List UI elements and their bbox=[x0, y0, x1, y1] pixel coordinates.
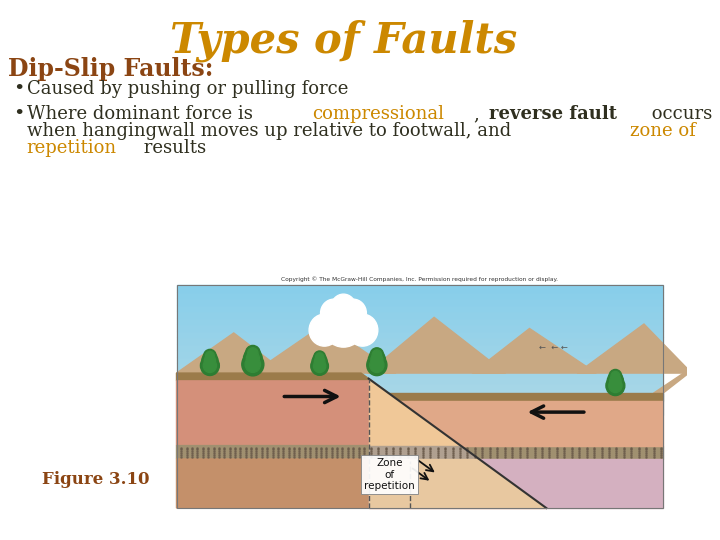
Circle shape bbox=[312, 354, 327, 369]
Text: Caused by pushing or pulling force: Caused by pushing or pulling force bbox=[27, 80, 348, 98]
Text: results: results bbox=[138, 139, 206, 157]
Bar bbox=[176, 305, 663, 311]
Circle shape bbox=[313, 360, 325, 373]
Circle shape bbox=[203, 359, 217, 373]
Text: Zone
of
repetition: Zone of repetition bbox=[364, 458, 415, 491]
Circle shape bbox=[340, 299, 366, 327]
Bar bbox=[318, 364, 321, 373]
Bar bbox=[176, 389, 663, 395]
Polygon shape bbox=[253, 324, 396, 373]
Circle shape bbox=[246, 346, 260, 361]
Circle shape bbox=[370, 357, 384, 373]
Text: Copyright © The McGraw-Hill Companies, Inc. Permission required for reproduction: Copyright © The McGraw-Hill Companies, I… bbox=[282, 276, 558, 282]
Text: Dip-Slip Faults:: Dip-Slip Faults: bbox=[8, 57, 213, 81]
Text: ,: , bbox=[474, 105, 486, 123]
Circle shape bbox=[200, 356, 220, 375]
Polygon shape bbox=[176, 459, 546, 508]
Bar bbox=[176, 337, 663, 343]
Circle shape bbox=[369, 350, 385, 369]
Circle shape bbox=[315, 353, 324, 361]
Text: zone of: zone of bbox=[630, 122, 696, 140]
Polygon shape bbox=[176, 446, 479, 459]
Bar bbox=[176, 298, 663, 305]
Polygon shape bbox=[176, 333, 287, 373]
Circle shape bbox=[245, 356, 261, 373]
Polygon shape bbox=[176, 381, 461, 446]
Circle shape bbox=[366, 355, 387, 376]
Bar bbox=[176, 369, 663, 376]
Circle shape bbox=[331, 294, 356, 320]
Polygon shape bbox=[369, 459, 546, 508]
Bar bbox=[176, 402, 663, 408]
Bar bbox=[209, 364, 211, 373]
Bar bbox=[176, 292, 663, 298]
Text: when hangingwall moves up relative to footwall, and: when hangingwall moves up relative to fo… bbox=[27, 122, 517, 140]
Circle shape bbox=[320, 299, 347, 327]
Circle shape bbox=[372, 350, 382, 360]
Circle shape bbox=[202, 352, 218, 369]
Bar bbox=[176, 395, 663, 402]
Circle shape bbox=[606, 376, 625, 396]
Bar bbox=[176, 376, 663, 382]
Circle shape bbox=[242, 353, 264, 376]
Text: compressional: compressional bbox=[312, 105, 444, 123]
Text: occurs: occurs bbox=[646, 105, 712, 123]
Bar bbox=[176, 318, 663, 324]
Bar bbox=[176, 285, 663, 292]
Polygon shape bbox=[369, 401, 663, 445]
Circle shape bbox=[243, 349, 262, 368]
Text: Where dominant force is: Where dominant force is bbox=[27, 105, 258, 123]
Circle shape bbox=[611, 372, 620, 381]
Polygon shape bbox=[369, 393, 663, 401]
Circle shape bbox=[204, 349, 216, 362]
Circle shape bbox=[608, 379, 622, 393]
Circle shape bbox=[315, 356, 325, 367]
Circle shape bbox=[309, 314, 340, 346]
Circle shape bbox=[347, 314, 378, 346]
Bar bbox=[176, 330, 663, 337]
Polygon shape bbox=[654, 348, 720, 393]
Circle shape bbox=[248, 348, 258, 359]
Bar bbox=[176, 285, 663, 508]
Circle shape bbox=[205, 352, 215, 361]
Polygon shape bbox=[472, 328, 596, 373]
Circle shape bbox=[314, 351, 325, 363]
Circle shape bbox=[608, 372, 624, 389]
Text: Figure 3.10: Figure 3.10 bbox=[42, 471, 149, 489]
Text: Types of Faults: Types of Faults bbox=[170, 20, 517, 63]
Polygon shape bbox=[577, 324, 692, 373]
Circle shape bbox=[323, 303, 364, 347]
Text: •: • bbox=[14, 105, 24, 123]
Polygon shape bbox=[369, 446, 663, 459]
Circle shape bbox=[246, 352, 259, 365]
Circle shape bbox=[204, 355, 215, 366]
Polygon shape bbox=[367, 318, 505, 373]
Circle shape bbox=[371, 353, 383, 366]
Circle shape bbox=[311, 357, 328, 375]
Bar bbox=[376, 363, 378, 373]
Bar bbox=[251, 362, 254, 373]
Text: reverse fault: reverse fault bbox=[488, 105, 616, 123]
Circle shape bbox=[609, 369, 621, 383]
Bar bbox=[176, 324, 663, 330]
Bar bbox=[176, 408, 663, 415]
Bar bbox=[176, 363, 663, 369]
Circle shape bbox=[370, 348, 384, 362]
Bar bbox=[614, 384, 616, 393]
Bar bbox=[176, 356, 663, 363]
Bar bbox=[176, 350, 663, 356]
Text: ←  ← ←: ← ← ← bbox=[539, 343, 568, 352]
Bar bbox=[176, 382, 663, 389]
Polygon shape bbox=[369, 459, 663, 508]
Polygon shape bbox=[369, 379, 461, 445]
Circle shape bbox=[610, 375, 621, 387]
Bar bbox=[176, 343, 663, 350]
Text: repetition: repetition bbox=[27, 139, 117, 157]
Polygon shape bbox=[369, 446, 479, 459]
Polygon shape bbox=[176, 373, 372, 381]
Bar bbox=[176, 311, 663, 318]
Text: •: • bbox=[14, 80, 24, 98]
